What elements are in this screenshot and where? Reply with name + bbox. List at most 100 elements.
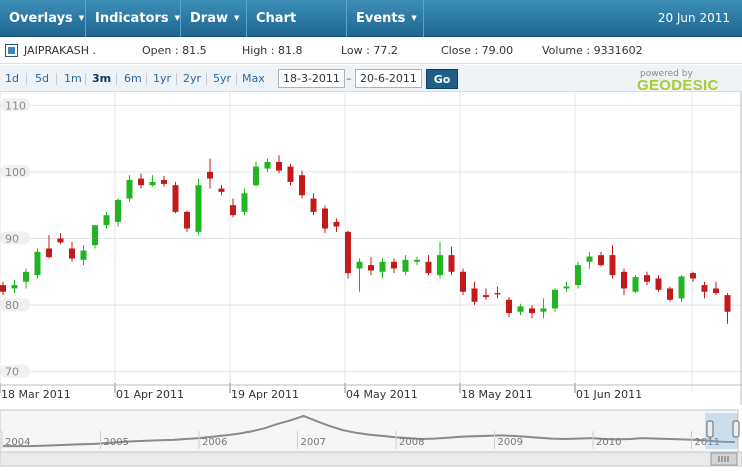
x-tick-label: 19 Apr 2011 (231, 388, 299, 401)
high-value: High : 81.8 (242, 44, 303, 57)
candle-body (529, 308, 535, 314)
open-value: Open : 81.5 (142, 44, 207, 57)
divider (176, 73, 177, 85)
menu-draw[interactable]: Draw ▼ (181, 0, 247, 37)
navigator-scrollbar-thumb[interactable] (710, 452, 738, 466)
navigator-year-label: 2009 (498, 437, 523, 448)
candle-body (552, 289, 558, 309)
candle-body (471, 288, 478, 302)
y-tick-background (0, 298, 30, 312)
candle-body (253, 166, 259, 186)
date-separator: – (346, 72, 352, 85)
candle-body (563, 286, 570, 289)
menu-indicators-label: Indicators (95, 11, 169, 26)
menu-events[interactable]: Events ▼ (347, 0, 424, 37)
range-5yr-button[interactable]: 5yr (213, 72, 232, 85)
y-tick-label: 100 (5, 166, 26, 179)
candle-body (575, 265, 581, 286)
menu-chart-type[interactable]: Chart Type▼ (247, 0, 347, 63)
candle-body (149, 181, 156, 186)
menu-bar: Overlays▼ Indicators▼ Draw▼ Chart Type▼ … (0, 0, 742, 63)
timeline-navigator[interactable]: 2004 2005 2006 2007 2008 2009 2010 2011 (0, 407, 742, 471)
navigator-year-label: 2005 (104, 437, 129, 448)
candle-body (494, 293, 501, 295)
candle-body (264, 161, 271, 169)
range-5d-button[interactable]: 5d (35, 72, 49, 85)
x-tick-label: 01 Jun 2011 (576, 388, 642, 401)
range-6m-button[interactable]: 6m (124, 72, 142, 85)
y-tick-background (0, 231, 30, 245)
candle-body (655, 278, 662, 290)
volume-value: Volume : 9331602 (542, 44, 643, 57)
candlestick-chart[interactable]: 110 100 90 80 70 18 Mar 2011 01 Apr 2011 19 Apr… (0, 92, 742, 407)
candle-body (103, 215, 110, 226)
candle-body (115, 199, 121, 222)
navigator-right-handle[interactable] (732, 420, 740, 438)
low-value: Low : 77.2 (341, 44, 398, 57)
candle-body (414, 259, 420, 262)
candle-body (161, 179, 167, 184)
x-tick-label: 01 Apr 2011 (116, 388, 184, 401)
range-max-button[interactable]: Max (242, 72, 265, 85)
menu-draw-label: Draw (190, 11, 228, 26)
candle-body (172, 185, 179, 212)
navigator-year-label: 2006 (202, 437, 227, 448)
menu-indicators[interactable]: Indicators ▼ (86, 0, 181, 37)
candle-body (644, 275, 650, 282)
navigator-left-handle[interactable] (706, 420, 714, 438)
range-1yr-button[interactable]: 1yr (153, 72, 172, 85)
series-toggle-checkbox[interactable] (5, 44, 18, 57)
candle-body (80, 250, 87, 260)
quote-summary: JAIPRAKASH . Open : 81.5 High : 81.8 Low… (0, 37, 742, 64)
range-3m-button[interactable]: 3m (92, 72, 112, 85)
candle-body (11, 285, 18, 289)
divider (146, 73, 147, 85)
candle-body (0, 285, 6, 292)
candle-body (345, 231, 351, 274)
candle-body (356, 261, 363, 269)
dropdown-caret-icon: ▼ (411, 14, 417, 22)
candle-body (678, 276, 685, 299)
candle-body (23, 271, 29, 282)
y-tick-label: 110 (5, 99, 26, 112)
candle-body (437, 255, 443, 276)
candle-body (195, 185, 202, 232)
divider (56, 73, 57, 85)
go-button[interactable]: Go (426, 69, 458, 89)
candle-body (138, 178, 144, 186)
menu-events-label: Events (356, 11, 406, 26)
dropdown-caret-icon: ▼ (233, 14, 240, 22)
navigator-history-line (3, 414, 736, 448)
candle-body (460, 271, 466, 292)
range-1m-button[interactable]: 1m (64, 72, 82, 85)
candle-body (391, 261, 397, 269)
candle-body (609, 255, 616, 276)
candle-body (184, 211, 190, 229)
divider (116, 73, 117, 85)
candle-body (506, 299, 512, 314)
range-2yr-button[interactable]: 2yr (183, 72, 202, 85)
candle-body (34, 251, 41, 276)
candle-body (540, 308, 547, 312)
from-date-input[interactable] (278, 69, 345, 88)
geodesic-logo: GEODESIC (637, 77, 719, 94)
range-1d-button[interactable]: 1d (5, 72, 19, 85)
symbol-name: JAIPRAKASH . (24, 44, 96, 57)
candle-body (299, 175, 305, 196)
candle-body (586, 256, 593, 262)
candle-body (241, 193, 248, 212)
y-tick-label: 80 (5, 299, 19, 312)
y-tick-background (0, 364, 30, 378)
powered-by-text: powered by (640, 69, 693, 79)
menu-overlays[interactable]: Overlays ▼ (0, 0, 86, 37)
navigator-year-label: 2010 (596, 437, 621, 448)
menu-overlays-label: Overlays (9, 11, 73, 26)
candle-body (57, 238, 64, 243)
candle-body (517, 306, 524, 312)
candle-body (126, 179, 133, 199)
navigator-scrollbar-track[interactable] (0, 451, 742, 467)
to-date-input[interactable] (355, 69, 422, 88)
navigator-year-label: 2007 (301, 437, 326, 448)
candle-body (690, 273, 696, 279)
